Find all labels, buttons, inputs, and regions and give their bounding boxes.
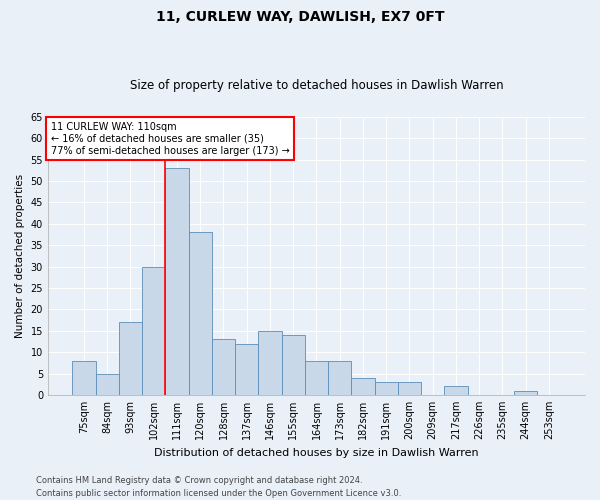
Text: 11, CURLEW WAY, DAWLISH, EX7 0FT: 11, CURLEW WAY, DAWLISH, EX7 0FT [156, 10, 444, 24]
Y-axis label: Number of detached properties: Number of detached properties [15, 174, 25, 338]
X-axis label: Distribution of detached houses by size in Dawlish Warren: Distribution of detached houses by size … [154, 448, 479, 458]
Bar [514, 390, 538, 395]
Bar [374, 382, 398, 395]
Bar [235, 344, 259, 395]
Bar [212, 340, 235, 395]
Bar [73, 360, 95, 395]
Text: Contains HM Land Registry data © Crown copyright and database right 2024.
Contai: Contains HM Land Registry data © Crown c… [36, 476, 401, 498]
Bar [188, 232, 212, 395]
Bar [352, 378, 374, 395]
Bar [95, 374, 119, 395]
Bar [142, 266, 166, 395]
Bar [281, 335, 305, 395]
Bar [166, 168, 188, 395]
Bar [398, 382, 421, 395]
Bar [119, 322, 142, 395]
Bar [445, 386, 467, 395]
Title: Size of property relative to detached houses in Dawlish Warren: Size of property relative to detached ho… [130, 79, 503, 92]
Bar [305, 360, 328, 395]
Bar [328, 360, 352, 395]
Text: 11 CURLEW WAY: 110sqm
← 16% of detached houses are smaller (35)
77% of semi-deta: 11 CURLEW WAY: 110sqm ← 16% of detached … [50, 122, 289, 156]
Bar [259, 330, 281, 395]
